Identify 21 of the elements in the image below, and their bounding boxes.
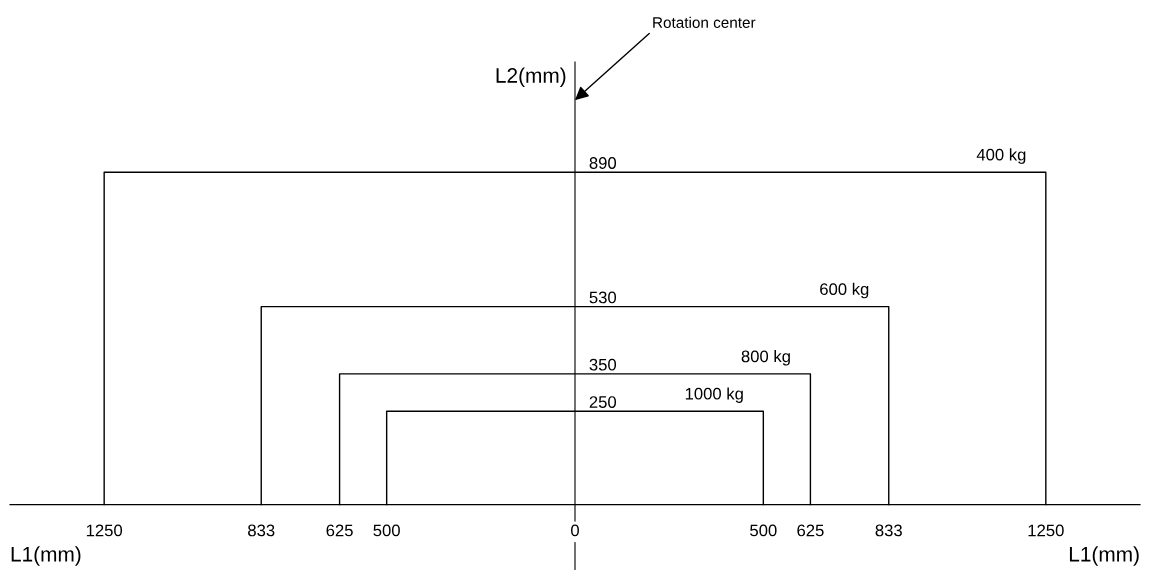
series-label: 1000 kg <box>685 387 743 403</box>
y-tick-label: 350 <box>589 358 617 371</box>
series-label: 800 kg <box>741 350 790 366</box>
y-axis-title: L2(mm) <box>496 67 566 87</box>
x-tick-label: 500 <box>750 524 777 537</box>
y-tick-label: 890 <box>589 157 617 169</box>
y-tick-label: 250 <box>589 396 617 408</box>
series-label: 400 kg <box>976 148 1026 164</box>
x-tick-label: 500 <box>373 524 400 537</box>
x-axis-title: L1(mm) <box>11 546 81 566</box>
text: L1(mm) <box>1069 546 1139 566</box>
x-tick-label: 833 <box>875 524 902 537</box>
series-label: 600 kg <box>820 282 869 299</box>
x-tick-label: 833 <box>248 524 275 537</box>
x-tick-label: 1250 <box>1028 524 1064 537</box>
x-tick-label: 625 <box>326 524 353 537</box>
y-tick-label: 530 <box>589 291 617 304</box>
x-tick-label: 625 <box>797 524 824 537</box>
x-tick-label: 1250 <box>86 524 123 537</box>
text: Rotation center <box>653 16 756 28</box>
x-tick-label: 0 <box>571 524 579 537</box>
